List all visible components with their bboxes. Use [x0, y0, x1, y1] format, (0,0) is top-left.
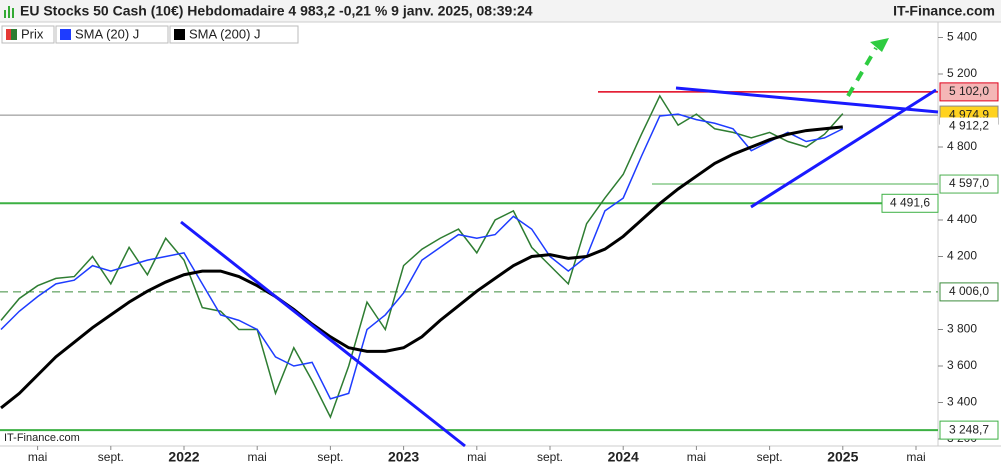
- y-tick-label: 4 200: [947, 249, 977, 263]
- x-tick-label: 2023: [388, 449, 419, 465]
- level-box: [939, 174, 999, 194]
- legend-swatch: [60, 29, 71, 40]
- level-box: [939, 420, 999, 440]
- legend-label: Prix: [21, 26, 44, 41]
- x-tick-label: sept.: [98, 450, 124, 464]
- x-tick-label: sept.: [757, 450, 783, 464]
- series-line: [0, 113, 844, 400]
- y-tick-label: 4 800: [947, 139, 977, 153]
- y-tick-label: 3 400: [947, 395, 977, 409]
- y-tick-label: 5 400: [947, 30, 977, 44]
- trend-line: [675, 86, 939, 114]
- y-tick-label: 4 400: [947, 212, 977, 226]
- x-tick-label: mai: [906, 450, 925, 464]
- legend-swatch: [11, 29, 17, 40]
- y-tick-label: 5 200: [947, 66, 977, 80]
- legend-label: SMA (20) J: [75, 26, 139, 41]
- x-tick-label: 2025: [827, 449, 858, 465]
- x-tick-label: 2024: [608, 449, 639, 465]
- x-tick-label: sept.: [317, 450, 343, 464]
- legend-swatch: [6, 29, 11, 40]
- x-tick-label: 2022: [168, 449, 199, 465]
- level-box: [881, 193, 939, 213]
- watermark: IT-Finance.com: [4, 432, 80, 444]
- level-box: [939, 82, 999, 102]
- level-label: 4 912,2: [949, 119, 989, 133]
- legend-box: [169, 25, 299, 44]
- level-label: 4 491,6: [890, 195, 930, 209]
- trend-line: [750, 88, 937, 209]
- legend-swatch: [174, 29, 185, 40]
- x-tick-label: sept.: [537, 450, 563, 464]
- legend-label: SMA (200) J: [189, 26, 261, 41]
- level-label: 4 006,0: [949, 284, 989, 298]
- level-label: 4 597,0: [949, 176, 989, 190]
- arrow-head: [870, 38, 889, 52]
- x-tick-label: mai: [248, 450, 267, 464]
- legend-box: [55, 25, 169, 44]
- level-box: [939, 282, 999, 302]
- y-tick-label: 3 600: [947, 358, 977, 372]
- series-line: [0, 125, 843, 410]
- x-tick-label: mai: [467, 450, 486, 464]
- x-tick-label: mai: [28, 450, 47, 464]
- header-bar: [0, 0, 1001, 22]
- y-tick-label: 3 800: [947, 322, 977, 336]
- series-line: [0, 94, 844, 420]
- x-tick-label: mai: [687, 450, 706, 464]
- brand: IT-Finance.com: [893, 3, 995, 19]
- chart-title: EU Stocks 50 Cash (10€) Hebdomadaire 4 9…: [20, 3, 533, 19]
- level-label: 3 248,7: [949, 422, 989, 436]
- level-box: [940, 117, 998, 136]
- trend-lines: [180, 38, 939, 448]
- logo: [4, 6, 14, 18]
- level-label: 5 102,0: [949, 84, 989, 98]
- target-arrow: [846, 46, 878, 98]
- trend-line: [180, 220, 466, 448]
